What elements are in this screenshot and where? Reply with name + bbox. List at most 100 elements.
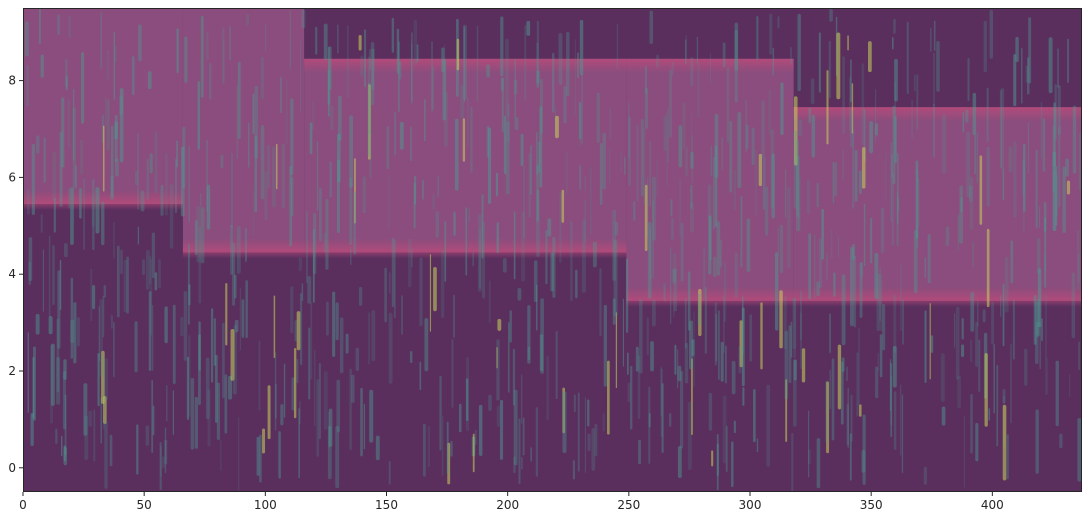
noise-streak — [667, 108, 669, 163]
noise-streak — [603, 304, 607, 387]
noise-streak — [208, 62, 212, 100]
noise-streak — [690, 57, 694, 87]
noise-streak — [882, 303, 886, 351]
noise-streak — [1059, 433, 1063, 449]
noise-streak — [1053, 102, 1056, 168]
noise-streak — [545, 229, 548, 285]
noise-streak — [612, 209, 616, 281]
noise-streak — [73, 88, 75, 161]
noise-streak — [147, 71, 152, 90]
noise-streak — [241, 299, 245, 338]
noise-streak — [91, 196, 95, 228]
noise-streak — [214, 354, 218, 423]
noise-streak — [793, 297, 796, 359]
noise-streak — [696, 36, 699, 64]
noise-streak — [649, 141, 651, 207]
noise-streak — [113, 222, 115, 259]
noise-streak — [892, 345, 897, 388]
noise-streak — [106, 99, 110, 151]
noise-streak — [1033, 295, 1037, 345]
noise-streak — [722, 42, 726, 68]
noise-streak — [691, 339, 695, 357]
noise-streak — [256, 436, 260, 476]
noise-streak — [575, 269, 578, 299]
noise-streak — [64, 243, 68, 258]
noise-streak — [716, 443, 719, 477]
noise-streak — [649, 10, 654, 45]
noise-streak — [677, 445, 682, 479]
noise-streak — [984, 353, 988, 427]
noise-streak — [889, 358, 892, 412]
noise-streak — [636, 124, 639, 202]
noise-streak — [923, 466, 927, 485]
noise-streak — [647, 222, 652, 299]
noise-streak — [731, 360, 736, 395]
noise-streak — [691, 112, 693, 161]
noise-streak — [663, 115, 667, 151]
noise-streak — [206, 32, 209, 60]
noise-streak — [294, 320, 298, 342]
band-edge-fade-3 — [626, 300, 794, 307]
noise-streak — [316, 379, 320, 457]
noise-streak — [368, 56, 371, 135]
noise-streak — [685, 147, 689, 176]
noise-streak — [500, 77, 504, 92]
noise-streak — [174, 158, 177, 214]
noise-streak — [1023, 163, 1025, 234]
noise-streak — [893, 18, 896, 34]
noise-streak — [684, 297, 687, 349]
noise-streak — [1020, 47, 1023, 104]
noise-streak — [56, 356, 61, 405]
noise-streak — [697, 293, 701, 326]
noise-streak — [999, 89, 1002, 168]
noise-streak — [673, 290, 675, 318]
noise-streak — [1057, 48, 1059, 88]
noise-streak — [1039, 321, 1041, 370]
noise-streak — [110, 125, 114, 198]
noise-streak — [499, 399, 504, 460]
noise-streak — [740, 195, 743, 268]
noise-streak — [169, 184, 174, 249]
noise-streak — [1028, 17, 1032, 84]
noise-streak — [441, 47, 445, 72]
noise-streak — [991, 301, 995, 345]
noise-streak — [351, 374, 355, 404]
noise-streak — [358, 34, 362, 51]
noise-streak — [496, 405, 501, 427]
noise-streak — [394, 111, 396, 156]
noise-streak — [103, 355, 105, 430]
noise-streak — [983, 20, 987, 73]
noise-streak — [353, 191, 356, 255]
noise-streak — [258, 340, 261, 411]
noise-streak — [524, 25, 527, 102]
noise-streak — [67, 15, 72, 38]
noise-streak — [110, 175, 114, 201]
noise-streak — [816, 438, 821, 489]
noise-streak — [584, 199, 587, 242]
noise-streak — [496, 222, 499, 254]
noise-streak — [100, 397, 102, 444]
noise-streak — [180, 146, 185, 217]
noise-streak — [413, 19, 418, 65]
noise-streak — [182, 126, 186, 189]
noise-streak — [388, 175, 390, 231]
noise-streak — [36, 135, 40, 154]
noise-streak — [627, 382, 631, 403]
noise-streak — [27, 332, 29, 413]
noise-streak — [710, 145, 713, 177]
noise-streak — [930, 335, 934, 353]
noise-streak — [232, 371, 235, 394]
noise-streak — [370, 82, 372, 133]
noise-streak — [868, 41, 872, 73]
noise-streak — [911, 99, 913, 139]
noise-streak — [1008, 146, 1013, 172]
noise-streak — [328, 411, 330, 449]
noise-streak — [559, 192, 562, 263]
noise-streak — [102, 295, 105, 338]
noise-streak — [188, 284, 191, 306]
noise-streak — [528, 152, 531, 218]
noise-streak — [518, 418, 521, 485]
noise-streak — [200, 16, 204, 98]
noise-streak — [615, 312, 618, 388]
noise-streak — [117, 245, 120, 318]
